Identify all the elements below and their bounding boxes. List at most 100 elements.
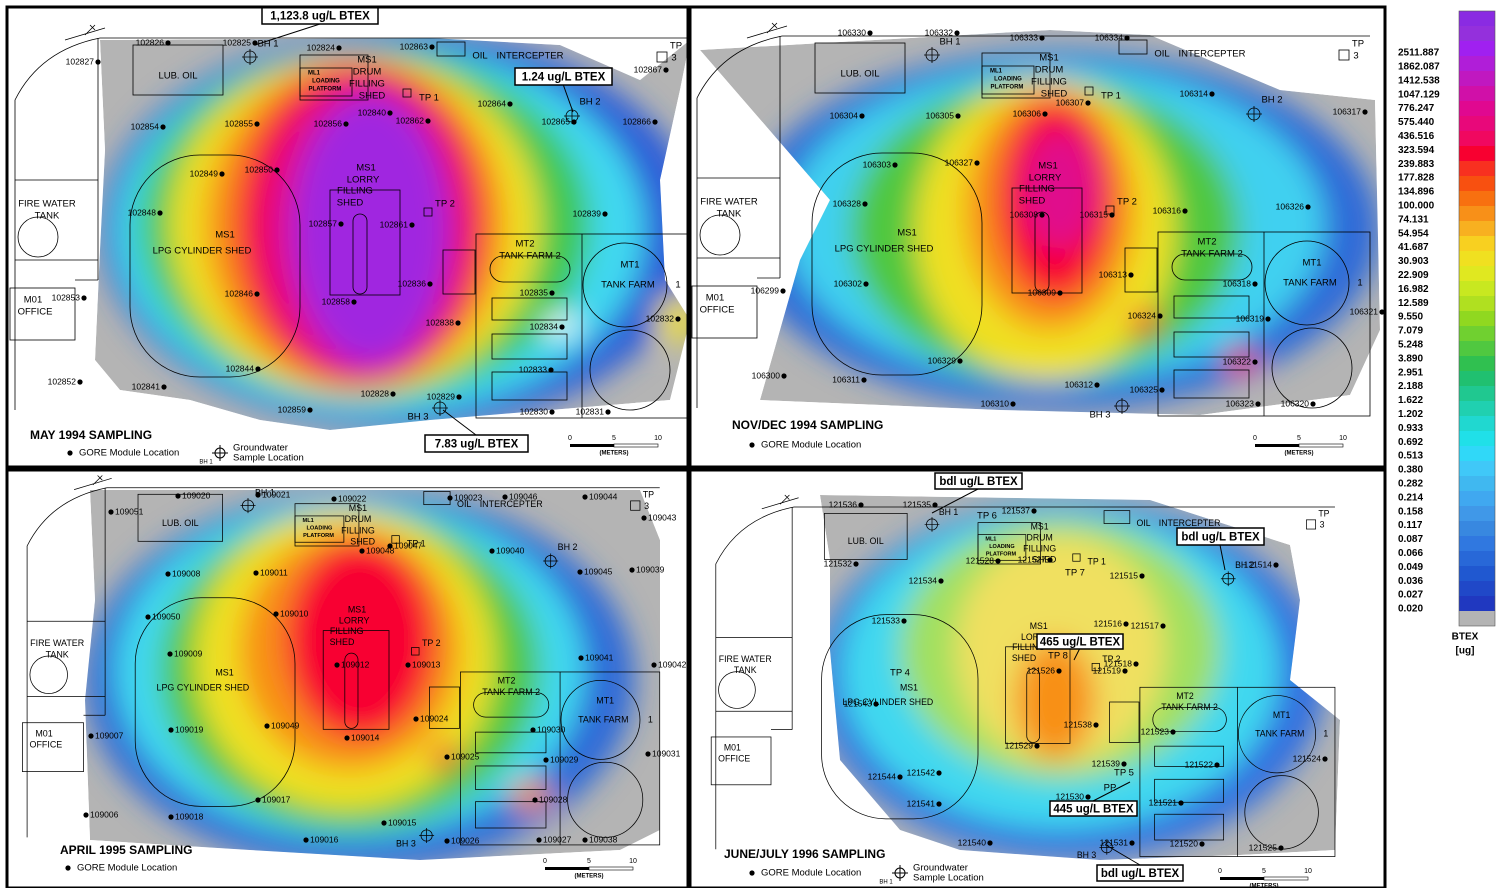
sample-point (861, 377, 866, 382)
site-label: TANK (717, 209, 742, 220)
sample-point (652, 119, 657, 124)
legend-unit: [ug] (1456, 646, 1475, 657)
legend-value: 0.036 (1398, 576, 1423, 587)
legend-swatch (1459, 116, 1495, 131)
sample-label: 109049 (271, 720, 300, 730)
sample-label: 102848 (128, 207, 157, 217)
sample-label: 106308 (1010, 209, 1039, 219)
legend-swatch (1459, 506, 1495, 521)
legend-value: 575.440 (1398, 117, 1435, 128)
sample-point (957, 358, 962, 363)
sample-point (629, 567, 634, 572)
legend-value: 7.079 (1398, 326, 1423, 337)
sample-point (254, 291, 259, 296)
sample-point (1209, 91, 1214, 96)
sample-point (273, 611, 278, 616)
site-label: TP (1352, 39, 1364, 50)
sample-point (157, 210, 162, 215)
legend-value: 0.066 (1398, 548, 1423, 559)
sample-label: 109018 (175, 811, 204, 821)
sample-label: 121529 (1005, 740, 1034, 750)
site-label: TANK FARM 2 (482, 687, 540, 697)
sample-point (455, 320, 460, 325)
site-label: MT2 (1176, 691, 1194, 701)
legend-value: 9.550 (1398, 312, 1423, 323)
site-label: MT1 (1273, 710, 1291, 720)
sample-label: 109016 (310, 834, 339, 844)
site-label: TP (670, 41, 682, 52)
legend-value: 323.594 (1398, 145, 1435, 156)
sample-point (1057, 290, 1062, 295)
site-label: M01 (706, 293, 724, 304)
sample-label: 109026 (451, 835, 480, 845)
legend-value: 1.622 (1398, 395, 1423, 406)
sample-point (160, 124, 165, 129)
sample-label: 106306 (1013, 108, 1042, 118)
contours (85, 490, 635, 870)
legend-swatch (1459, 86, 1495, 101)
sample-point (780, 288, 785, 293)
legend-value: 12.589 (1398, 298, 1429, 309)
site-label: TP 6 (977, 511, 997, 522)
site-label: 1 (1357, 278, 1362, 289)
site-label: TANK (734, 665, 757, 675)
sample-point (444, 754, 449, 759)
sample-point (387, 110, 392, 115)
sample-label: 121514 (1244, 559, 1273, 569)
sample-label: 109028 (539, 794, 568, 804)
sample-label: 121539 (1092, 758, 1121, 768)
sample-point (1031, 508, 1036, 513)
sample-point (858, 502, 863, 507)
sample-label: 102854 (131, 121, 160, 131)
legend-value: 0.933 (1398, 423, 1423, 434)
legend-swatch (1459, 356, 1495, 371)
legend-value: 1412.538 (1398, 75, 1440, 86)
site-label: LUB. OIL (848, 536, 884, 546)
sample-point (1170, 729, 1175, 734)
panel-title: NOV/DEC 1994 SAMPLING (732, 418, 883, 432)
sample-label: 121523 (1141, 726, 1170, 736)
legend-value: 2.951 (1398, 367, 1423, 378)
legend-value: 0.049 (1398, 562, 1423, 573)
sample-label: 102844 (226, 363, 255, 373)
sample-point (602, 211, 607, 216)
sample-label: 109023 (454, 492, 483, 502)
site-label: LPG CYLINDER SHED (157, 682, 250, 692)
site-label: M01 (35, 728, 52, 738)
site-label: FILLING (1019, 184, 1055, 195)
sample-label: 106324 (1128, 310, 1157, 320)
legend-swatch (1459, 551, 1495, 566)
legend-swatch (1459, 191, 1495, 206)
site-label: INTERCEPTER (496, 51, 563, 62)
sample-point (1182, 208, 1187, 213)
site-label: SHED (330, 637, 355, 647)
site-label: TP 8 (1048, 651, 1068, 662)
sample-label: 109043 (648, 512, 677, 522)
legend-value: 0.020 (1398, 604, 1423, 615)
legend-text: Sample Location (913, 873, 984, 884)
scale-label: 10 (1304, 868, 1312, 875)
sample-point (1252, 281, 1257, 286)
sample-label: 121531 (1100, 837, 1129, 847)
sample-point (936, 801, 941, 806)
legend-value: 3.890 (1398, 353, 1423, 364)
sample-point (901, 618, 906, 623)
site-label: OIL (1137, 518, 1151, 528)
callout-text: bdl ug/L BTEX (1181, 532, 1260, 544)
legend-swatch (1459, 206, 1495, 221)
sample-point (1128, 272, 1133, 277)
legend-value: 41.687 (1398, 242, 1429, 253)
site-label: MS1 (1030, 621, 1048, 631)
sample-label: 109044 (589, 491, 618, 501)
scale-label: 5 (1297, 435, 1301, 442)
sample-point (1310, 401, 1315, 406)
sample-label: 102859 (278, 404, 307, 414)
sample-point (1362, 109, 1367, 114)
sample-label: 102866 (623, 116, 652, 126)
sample-point (862, 201, 867, 206)
sample-point (1305, 204, 1310, 209)
site-label: ML1 (985, 537, 996, 543)
callout-text: 465 ug/L BTEX (1040, 637, 1121, 649)
site-label: MS1 (215, 667, 233, 677)
sample-point (1034, 743, 1039, 748)
